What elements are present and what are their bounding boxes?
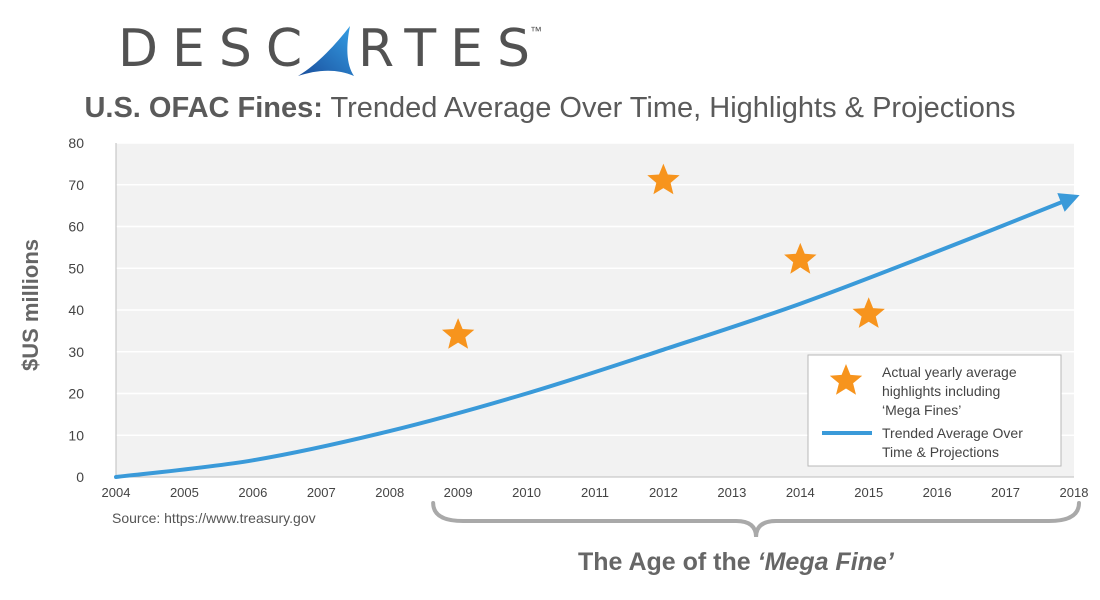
star-point-2009 <box>442 318 475 349</box>
chart-title-rest: Trended Average Over Time, Highlights & … <box>322 92 1016 124</box>
y-axis-label: $US millions <box>18 239 43 371</box>
legend-text-trend-line2: Time & Projections <box>882 444 999 460</box>
trademark-symbol: ™ <box>530 24 542 38</box>
y-tick-label-20: 20 <box>68 386 84 402</box>
x-tick-label-2008: 2008 <box>375 485 404 500</box>
x-tick-label-2016: 2016 <box>923 485 952 500</box>
x-tick-label-2007: 2007 <box>307 485 336 500</box>
logo-text-left: DESC <box>118 19 317 79</box>
chart-title: U.S. OFAC Fines: Trended Average Over Ti… <box>0 92 1100 125</box>
x-tick-label-2014: 2014 <box>786 485 815 500</box>
age-brace <box>431 501 1081 538</box>
legend-box <box>807 354 1062 467</box>
x-tick-label-2011: 2011 <box>581 485 609 500</box>
legend: Actual yearly average highlights includi… <box>807 354 1062 467</box>
x-tick-label-2009: 2009 <box>444 485 473 500</box>
y-tick-label-10: 10 <box>68 427 84 443</box>
x-tick-label-2006: 2006 <box>238 485 267 500</box>
star-point-2015 <box>852 297 885 328</box>
age-label-prefix: The Age of the <box>578 548 758 576</box>
age-label: The Age of the ‘Mega Fine’ <box>578 548 894 577</box>
y-tick-label-30: 30 <box>68 344 84 360</box>
y-tick-label-50: 50 <box>68 260 84 276</box>
x-tick-label-2015: 2015 <box>854 485 883 500</box>
legend-text-stars-line3: ‘Mega Fines’ <box>882 402 961 418</box>
age-label-italic: ‘Mega Fine’ <box>757 548 894 576</box>
chart-title-bold: U.S. OFAC Fines: <box>84 92 323 124</box>
star-point-2012 <box>647 163 680 195</box>
y-tick-label-0: 0 <box>76 469 84 485</box>
source-note: Source: https://www.treasury.gov <box>112 510 316 526</box>
y-tick-label-80: 80 <box>68 135 84 151</box>
y-tick-label-40: 40 <box>68 302 84 318</box>
series-trend-arrowhead <box>1057 193 1080 212</box>
x-tick-label-2005: 2005 <box>170 485 199 500</box>
series-stars <box>442 163 885 349</box>
y-axis-label-wrap: $US millions <box>16 225 46 385</box>
star-point-2014 <box>784 242 817 274</box>
logo-sail-icon <box>298 26 354 76</box>
x-tick-label-2004: 2004 <box>102 485 131 500</box>
x-tick-label-2017: 2017 <box>991 485 1020 500</box>
y-tick-label-60: 60 <box>68 219 84 235</box>
x-tick-labels: 2004 2005 2006 2007 2008 2009 2010 2011 2012 2013… <box>102 485 1089 500</box>
x-tick-label-2018: 2018 <box>1060 485 1089 500</box>
x-tick-label-2010: 2010 <box>512 485 541 500</box>
x-tick-label-2013: 2013 <box>717 485 746 500</box>
logo-text-right: RTES <box>358 19 544 79</box>
legend-text-stars-line1: Actual yearly average <box>882 364 1017 380</box>
legend-text-stars-line2: highlights including <box>882 383 1000 399</box>
legend-star-icon <box>829 364 863 395</box>
x-tick-label-2012: 2012 <box>649 485 678 500</box>
y-tick-labels: 0 10 20 30 40 50 60 70 80 <box>68 135 84 485</box>
legend-text-trend-line1: Trended Average Over <box>882 425 1023 441</box>
series-trend-line <box>114 195 1076 479</box>
y-tick-label-70: 70 <box>68 177 84 193</box>
